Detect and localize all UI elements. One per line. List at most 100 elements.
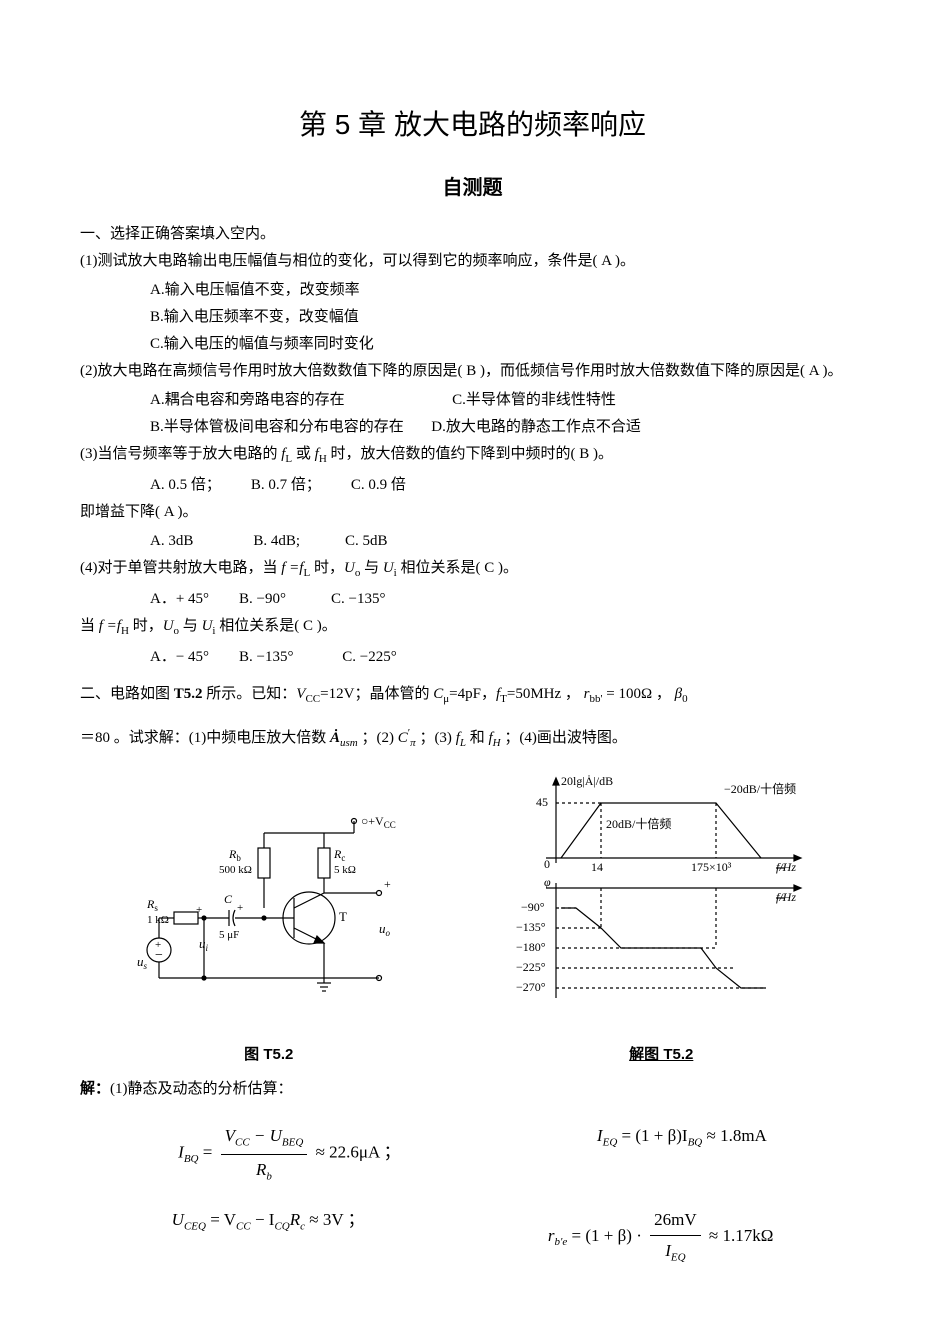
s2-Ausm-sub: usm [340, 737, 358, 749]
svg-text:500 kΩ: 500 kΩ [219, 864, 252, 876]
q2-opt-d: D.放大电路的静态工作点不合适 [431, 419, 641, 435]
svg-text:−270°: −270° [516, 980, 546, 994]
svg-text:φ: φ [544, 875, 551, 889]
eq-Ieq: IEQ = (1 + β)IBQ ≈ 1.8mA [597, 1121, 767, 1186]
s2-beta-sub: 0 [682, 693, 688, 705]
svg-text:5 μF: 5 μF [219, 929, 239, 941]
s2-p2a: ＝80 。试求解：(1)中频电压放大倍数 [80, 730, 330, 746]
eq-Ibq: IBQ = VCC − UBEQ Rb ≈ 22.6μA ； [178, 1121, 400, 1186]
svg-text:Rs: Rs [146, 897, 158, 913]
svg-text:−225°: −225° [516, 960, 546, 974]
svg-text:us: us [137, 954, 148, 971]
q1-opt-b: B.输入电压频率不变，改变幅值 [80, 304, 865, 331]
svg-text:f/Hz: f/Hz [776, 860, 796, 874]
q2-opt-b: B.半导体管极间电容和分布电容的存在 [150, 419, 404, 435]
s2-rbb-val: = 100Ω ， [602, 686, 674, 702]
eq-Uceq: UCEQ = VCC − ICQRc ≈ 3V ； [172, 1205, 365, 1269]
s2-cmu: C [433, 686, 443, 702]
q4-opts2: A．− 45° B. −135° C. −225° [80, 644, 865, 671]
svg-text:T: T [339, 909, 347, 924]
circuit-figure: ○+VCC Rb 500 kΩ Rc 5 kΩ [129, 803, 409, 1023]
section-1-head: 一、选择正确答案填入空内。 [80, 221, 865, 248]
section-2: 二、电路如图 T5.2 所示。已知：VCC=12V；晶体管的 Cμ=4pF，fT… [80, 681, 865, 710]
q2-opts-row2: B.半导体管极间电容和分布电容的存在 D.放大电路的静态工作点不合适 [80, 414, 865, 441]
q3-line1: (3)当信号频率等于放大电路的 fL 或 fH 时，放大倍数的值约下降到中频时的… [80, 441, 865, 470]
page-title: 第 5 章 放大电路的频率响应 [80, 100, 865, 150]
s2-semi: ；晶体管的 [354, 686, 433, 702]
svg-text:14: 14 [591, 860, 603, 874]
q3-opts2: A. 3dB B. 4dB; C. 5dB [80, 528, 865, 555]
q3-line2: 即增益下降( A )。 [80, 499, 865, 526]
s2-fH-sub: H [493, 737, 501, 749]
s2-p1b: T5.2 [174, 686, 203, 702]
svg-text:○+VCC: ○+VCC [361, 814, 396, 830]
s2-p2b: ；(2) [358, 730, 398, 746]
svg-text:−20dB/十倍频: −20dB/十倍频 [724, 781, 796, 796]
svg-text:−135°: −135° [516, 920, 546, 934]
s2-Cpi: C [398, 730, 408, 746]
page-subtitle: 自测题 [80, 170, 865, 206]
svg-text:−: − [155, 948, 163, 963]
s2-p2c: ；(3) [416, 730, 456, 746]
circuit-svg: ○+VCC Rb 500 kΩ Rc 5 kΩ [129, 803, 409, 1013]
svg-text:−90°: −90° [521, 900, 545, 914]
q1-text: (1)测试放大电路输出电压幅值与相位的变化，可以得到它的频率响应，条件是( A … [80, 248, 865, 275]
q2-opts-row1: A.耦合电容和旁路电容的存在 C.半导体管的非线性特性 [80, 387, 865, 414]
s2-p2e: ；(4)画出波特图。 [501, 730, 627, 746]
q2-text: (2)放大电路在高频信号作用时放大倍数数值下降的原因是( B )，而低频信号作用… [80, 358, 865, 385]
q2-opt-c: C.半导体管的非线性特性 [452, 392, 616, 408]
q4-l2b: 时， [129, 618, 163, 634]
q4-l2d: 相位关系是( C )。 [215, 618, 336, 634]
svg-text:175×10³: 175×10³ [691, 860, 732, 874]
q3-l1c: 时，放大倍数的值约下降到中频时的( B )。 [327, 446, 613, 462]
s2-vcc-val: =12V [320, 686, 354, 702]
svg-text:1 kΩ: 1 kΩ [147, 914, 169, 926]
svg-text:C: C [224, 892, 233, 906]
q3-l1b: 或 [292, 446, 315, 462]
q4-l1a: (4)对于单管共射放大电路，当 [80, 560, 281, 576]
s2-cmu-val: =4pF， [449, 686, 496, 702]
s2-ft-sub: T [500, 693, 507, 705]
s2-ft-val: =50MHz ， [507, 686, 584, 702]
q4-l1c: 与 [360, 560, 383, 576]
svg-text:0: 0 [544, 857, 550, 871]
s2-beta: β [675, 686, 682, 702]
svg-text:+: + [196, 904, 202, 916]
s2-p1a: 二、电路如图 [80, 686, 174, 702]
eq-row-1: IBQ = VCC − UBEQ Rb ≈ 22.6μA ； IEQ = (1 … [80, 1121, 865, 1186]
svg-text:Rc: Rc [333, 847, 345, 863]
svg-text:5 kΩ: 5 kΩ [334, 864, 356, 876]
svg-text:Rb: Rb [228, 847, 241, 863]
eq-rbe: rb'e = (1 + β) · 26mV IEQ ≈ 1.17kΩ [548, 1205, 773, 1269]
bode-svg: 20lg|Ȧ|/dB 45 0 20dB/十倍频 −20dB/十倍频 14 1… [506, 773, 816, 1013]
svg-text:uo: uo [379, 921, 391, 938]
s2-rbb-sub: bb' [590, 693, 603, 705]
section-2b: ＝80 。试求解：(1)中频电压放大倍数 Ȧusm ；(2) C′π ；(3)… [80, 724, 865, 754]
svg-text:+: + [384, 877, 391, 891]
svg-text:20dB/十倍频: 20dB/十倍频 [606, 816, 671, 831]
svg-text:f/Hz: f/Hz [776, 890, 796, 904]
q3-opts: A. 0.5 倍； B. 0.7 倍； C. 0.9 倍 [80, 472, 865, 499]
bode-figure: 20lg|Ȧ|/dB 45 0 20dB/十倍频 −20dB/十倍频 14 1… [506, 773, 816, 1023]
s2-Ausm: Ȧ [330, 730, 340, 746]
q4-l2c: 与 [179, 618, 202, 634]
solution-head: 解：(1)静态及动态的分析估算： [80, 1076, 865, 1103]
q4-line2: 当 f =fH 时，Uo 与 Ui 相位关系是( C )。 [80, 613, 865, 642]
q4-l1d: 相位关系是( C )。 [397, 560, 518, 576]
svg-text:+: + [237, 902, 243, 914]
q4-l1b: 时， [310, 560, 344, 576]
s2-p2d: 和 [466, 730, 489, 746]
q1-opt-c: C.输入电压的幅值与频率同时变化 [80, 331, 865, 358]
q2-opt-a: A.耦合电容和旁路电容的存在 [150, 392, 345, 408]
q3-l1a: (3)当信号频率等于放大电路的 [80, 446, 281, 462]
svg-text:45: 45 [536, 795, 548, 809]
q4-opts1: A．+ 45° B. −90° C. −135° [80, 586, 865, 613]
q4-line1: (4)对于单管共射放大电路，当 f =fL 时，Uo 与 Ui 相位关系是( C… [80, 555, 865, 584]
q1-opt-a: A.输入电压幅值不变，改变频率 [80, 277, 865, 304]
svg-text:20lg|Ȧ|/dB: 20lg|Ȧ|/dB [561, 774, 613, 788]
q4-l2a: 当 [80, 618, 99, 634]
s2-p1c: 所示。已知： [203, 686, 297, 702]
fig-caption-right: 解图 T5.2 [506, 1041, 816, 1068]
fig-caption-left: 图 T5.2 [129, 1041, 409, 1068]
svg-text:−180°: −180° [516, 940, 546, 954]
